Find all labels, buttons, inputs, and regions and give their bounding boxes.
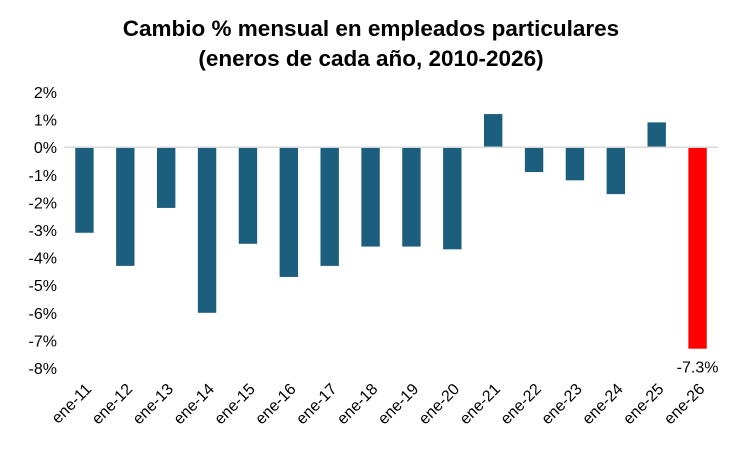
bar-ene-12: [116, 147, 135, 266]
bar-ene-16: [279, 147, 299, 277]
y-tick-label: -2%: [29, 195, 57, 212]
bar-ene-15: [238, 147, 258, 244]
y-tick-label: -6%: [29, 306, 57, 323]
bar-ene-17: [320, 147, 339, 266]
y-tick-label: 2%: [34, 85, 57, 102]
y-tick-label: -3%: [29, 223, 57, 240]
y-tick-label: -7%: [29, 333, 57, 350]
bars: [75, 114, 707, 349]
bar-ene-25: [647, 122, 666, 148]
x-tick-label: ene-18: [334, 381, 381, 428]
x-tick-label: ene-23: [539, 381, 586, 428]
x-tick-label: ene-19: [375, 381, 422, 428]
bar-ene-23: [565, 147, 585, 181]
data-labels: -7.3%: [677, 360, 719, 377]
x-tick-label: ene-20: [416, 381, 463, 428]
chart-title-line-1: Cambio % mensual en empleados particular…: [122, 16, 620, 41]
bar-ene-19: [402, 147, 421, 247]
x-axis-ticks: ene-11ene-12ene-13ene-14ene-15ene-16ene-…: [49, 381, 709, 428]
bar-ene-26: [688, 147, 707, 349]
x-tick-label: ene-21: [457, 381, 504, 428]
y-tick-label: 0%: [34, 140, 57, 157]
y-tick-label: -4%: [29, 251, 57, 268]
y-tick-label: 1%: [34, 113, 57, 130]
x-tick-label: ene-22: [498, 381, 545, 428]
x-tick-label: ene-12: [89, 381, 136, 428]
x-tick-label: ene-15: [212, 381, 259, 428]
bar-ene-13: [156, 147, 176, 208]
chart-title-line-2: (eneros de cada año, 2010-2026): [198, 46, 544, 71]
chart-title: Cambio % mensual en empleados particular…: [0, 14, 742, 74]
bar-ene-20: [443, 147, 462, 250]
y-axis-ticks: 2% 1% 0% -1% -2% -3% -4% -5% -6% -7% -8%: [29, 85, 57, 378]
bar-ene-21: [483, 114, 503, 148]
x-tick-label: ene-16: [252, 381, 299, 428]
x-tick-label: ene-14: [171, 381, 218, 428]
bar-ene-24: [606, 147, 626, 195]
x-tick-label: ene-11: [49, 381, 95, 427]
x-tick-label: ene-24: [579, 381, 626, 428]
x-tick-label: ene-26: [661, 381, 708, 428]
bar-ene-22: [524, 147, 544, 173]
bar-ene-14: [197, 147, 217, 313]
bar-ene-11: [75, 147, 94, 233]
x-tick-label: ene-13: [130, 381, 177, 428]
bar-ene-18: [361, 147, 380, 247]
y-tick-label: -8%: [29, 361, 57, 378]
y-tick-label: -1%: [29, 168, 57, 185]
x-tick-label: ene-25: [620, 381, 667, 428]
y-tick-label: -5%: [29, 278, 57, 295]
data-label: -7.3%: [677, 360, 719, 377]
x-tick-label: ene-17: [293, 381, 340, 428]
